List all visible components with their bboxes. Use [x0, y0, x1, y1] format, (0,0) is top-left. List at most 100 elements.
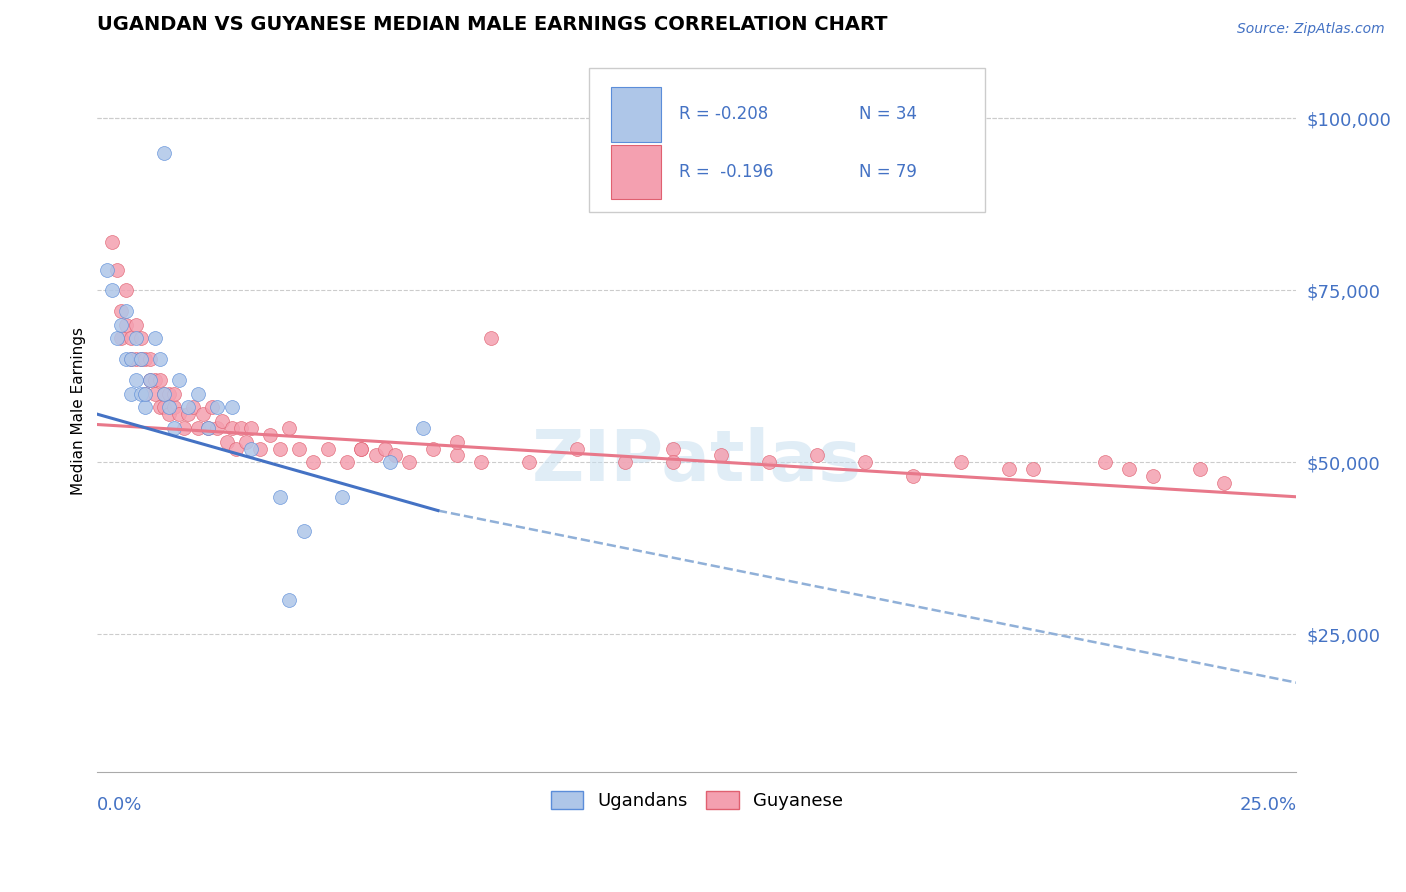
Point — [398, 455, 420, 469]
Y-axis label: Median Male Earnings: Median Male Earnings — [72, 326, 86, 495]
Point — [269, 490, 291, 504]
Point — [125, 331, 148, 345]
Point — [446, 434, 468, 449]
Point — [806, 449, 828, 463]
Point — [129, 386, 152, 401]
Point — [1189, 462, 1212, 476]
Point — [288, 442, 311, 456]
Point — [211, 414, 233, 428]
Point — [153, 386, 176, 401]
Point — [1213, 476, 1236, 491]
Point — [134, 386, 156, 401]
Point — [163, 421, 186, 435]
Point — [134, 401, 156, 415]
Point — [134, 386, 156, 401]
Point — [149, 352, 172, 367]
Point — [167, 373, 190, 387]
Point — [134, 352, 156, 367]
Point — [129, 352, 152, 367]
Text: R =  -0.196: R = -0.196 — [679, 163, 773, 181]
Point — [197, 421, 219, 435]
Point — [901, 469, 924, 483]
Point — [139, 352, 162, 367]
Point — [1094, 455, 1116, 469]
Point — [662, 455, 685, 469]
Point — [225, 442, 247, 456]
Point — [350, 442, 373, 456]
Point — [374, 442, 396, 456]
Point — [125, 352, 148, 367]
Point — [302, 455, 325, 469]
Point — [710, 449, 733, 463]
Point — [565, 442, 588, 456]
Point — [758, 455, 780, 469]
Point — [110, 331, 132, 345]
Point — [446, 449, 468, 463]
Text: 25.0%: 25.0% — [1239, 797, 1296, 814]
Point — [187, 421, 209, 435]
Point — [292, 524, 315, 539]
Point — [201, 401, 224, 415]
Point — [149, 401, 172, 415]
Point — [139, 373, 162, 387]
Point — [157, 401, 180, 415]
Point — [153, 386, 176, 401]
Point — [1021, 462, 1043, 476]
Point — [120, 331, 142, 345]
Point — [96, 262, 118, 277]
Text: 0.0%: 0.0% — [97, 797, 143, 814]
Point — [259, 427, 281, 442]
Point — [115, 283, 138, 297]
Point — [163, 401, 186, 415]
Point — [412, 421, 434, 435]
Text: ZIPatlas: ZIPatlas — [531, 427, 862, 496]
Point — [143, 373, 166, 387]
Point — [115, 304, 138, 318]
Point — [115, 352, 138, 367]
Point — [125, 373, 148, 387]
Point — [221, 421, 243, 435]
Point — [330, 490, 353, 504]
Point — [215, 434, 238, 449]
Point — [662, 442, 685, 456]
Text: N = 34: N = 34 — [859, 105, 917, 123]
Point — [613, 455, 636, 469]
Point — [197, 421, 219, 435]
Bar — [610, 145, 661, 200]
Point — [129, 331, 152, 345]
Point — [239, 421, 262, 435]
Point — [105, 262, 128, 277]
Point — [997, 462, 1019, 476]
Legend: Ugandans, Guyanese: Ugandans, Guyanese — [544, 783, 851, 817]
Point — [949, 455, 972, 469]
Point — [110, 304, 132, 318]
Point — [269, 442, 291, 456]
Point — [125, 318, 148, 332]
Point — [235, 434, 257, 449]
Point — [278, 593, 301, 607]
Point — [173, 421, 195, 435]
Point — [249, 442, 271, 456]
Point — [115, 318, 138, 332]
Point — [187, 386, 209, 401]
Point — [100, 235, 122, 249]
Point — [239, 442, 262, 456]
Point — [470, 455, 492, 469]
Point — [177, 407, 200, 421]
Point — [153, 145, 176, 160]
Point — [207, 401, 229, 415]
Point — [120, 386, 142, 401]
Point — [157, 407, 180, 421]
Point — [143, 331, 166, 345]
Point — [336, 455, 359, 469]
Point — [105, 331, 128, 345]
Point — [316, 442, 339, 456]
Point — [231, 421, 253, 435]
Point — [191, 407, 214, 421]
Point — [177, 401, 200, 415]
Point — [120, 352, 142, 367]
Point — [278, 421, 301, 435]
Point — [207, 421, 229, 435]
Point — [129, 352, 152, 367]
Point — [163, 386, 186, 401]
